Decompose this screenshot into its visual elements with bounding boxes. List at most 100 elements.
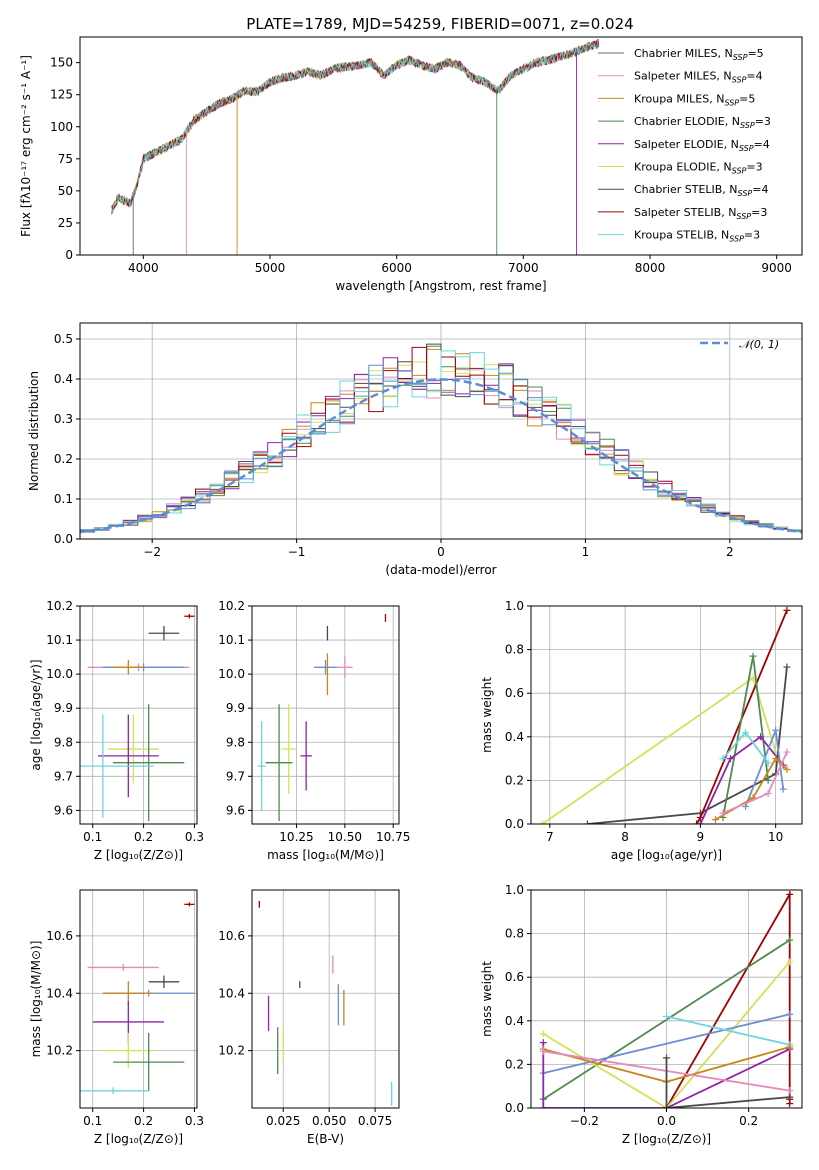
mass-weight-line-3 bbox=[543, 1013, 790, 1074]
error-bar-point bbox=[281, 704, 297, 794]
plus-marker bbox=[538, 820, 546, 824]
x-tick-label: 10.50 bbox=[328, 830, 362, 844]
plus-marker bbox=[663, 1054, 670, 1062]
y-tick-label: 10.1 bbox=[218, 633, 245, 647]
y-tick-label: 9.8 bbox=[54, 735, 73, 749]
plus-marker bbox=[786, 1043, 794, 1051]
y-tick-label: 0.4 bbox=[505, 1014, 524, 1028]
age_vs_mass-plot-area bbox=[257, 614, 387, 822]
legend-entry: Chabrier ELODIE, NSSP=3 bbox=[634, 115, 771, 130]
y-tick-label: 9.9 bbox=[54, 701, 73, 715]
y-tick-label: 9.6 bbox=[226, 803, 245, 817]
error-bar-point bbox=[184, 902, 195, 907]
y-tick-label: 100 bbox=[50, 120, 73, 134]
error-bar-point bbox=[337, 656, 353, 679]
spectrum-axes: 4000 5000 6000 7000 8000 9000 0 25 50 75 100 125 150… bbox=[19, 36, 803, 293]
y-axis-label: Normed distribution bbox=[27, 371, 41, 491]
spectrum-plot-area bbox=[111, 39, 600, 255]
x-tick-label: 0.0 bbox=[657, 1114, 676, 1128]
age_vs_Z-plot-area bbox=[80, 614, 195, 822]
age_vs_mass-frame bbox=[251, 605, 400, 825]
error-bar-point bbox=[107, 714, 159, 784]
error-bar-point bbox=[148, 975, 180, 989]
histogram-series-7 bbox=[80, 350, 802, 532]
x-tick-label: 0.3 bbox=[185, 1114, 204, 1128]
plus-marker bbox=[539, 1047, 547, 1055]
y-tick-label: 10.2 bbox=[46, 599, 73, 613]
x-tick-label: 7000 bbox=[508, 261, 539, 275]
error-bar-point bbox=[80, 1087, 149, 1095]
y-tick-label: 50 bbox=[58, 184, 73, 198]
x-tick-label: 10.25 bbox=[279, 830, 313, 844]
error-bar-point bbox=[97, 714, 159, 798]
spectrum-frame bbox=[79, 36, 803, 256]
error-bar-point bbox=[313, 660, 338, 675]
y-tick-label: 0.0 bbox=[505, 817, 524, 831]
x-tick-label: 0.075 bbox=[358, 1114, 392, 1128]
mass-weight-line-1 bbox=[587, 666, 788, 824]
plus-marker bbox=[696, 820, 704, 824]
age_vs_Z-frame bbox=[79, 605, 198, 825]
x-tick-label: 0.1 bbox=[83, 830, 102, 844]
residuals-legend: 𝒩(0, 1) bbox=[700, 338, 779, 351]
y-tick-label: 1.0 bbox=[505, 599, 524, 613]
error-bar-point bbox=[265, 704, 293, 822]
y-tick-label: 0.2 bbox=[505, 773, 524, 787]
y-tick-label: 10.0 bbox=[218, 667, 245, 681]
legend-entry: Chabrier STELIB, NSSP=4 bbox=[634, 183, 768, 198]
x-axis-label: wavelength [Angstrom, rest frame] bbox=[335, 279, 546, 293]
plus-marker bbox=[779, 785, 787, 793]
mass_weight_vs_age-frame bbox=[530, 605, 803, 825]
residuals-frame bbox=[79, 322, 803, 540]
legend-entry: Kroupa STELIB, NSSP=3 bbox=[634, 229, 760, 244]
figure-title: PLATE=1789, MJD=54259, FIBERID=0071, z=0… bbox=[246, 15, 633, 33]
y-tick-label: 0.8 bbox=[505, 927, 524, 941]
error-bar-point bbox=[113, 704, 185, 822]
x-tick-label: 0.2 bbox=[739, 1114, 758, 1128]
x-tick-label: 2 bbox=[726, 545, 734, 559]
y-tick-label: 10.6 bbox=[218, 929, 245, 943]
mass_weight_vs_Z-plot-area bbox=[539, 890, 794, 1108]
mass_weight_vs_age-plot-area bbox=[538, 606, 791, 824]
plus-marker bbox=[786, 1093, 794, 1101]
y-tick-label: 10.6 bbox=[46, 929, 73, 943]
plus-marker bbox=[663, 1012, 670, 1020]
residuals-axes: −2 −1 0 1 2 0.0 0.1 0.2 0.3 0.4 0.5 (data-model)/er… bbox=[27, 322, 803, 577]
error-bar-point bbox=[184, 614, 195, 619]
mass_vs_ebv-axes: 0.025 0.050 0.075 10.2 10.4 10.6 E(B-V) bbox=[218, 889, 400, 1146]
y-tick-label: 0.1 bbox=[54, 492, 73, 506]
plus-marker bbox=[539, 1039, 547, 1047]
y-axis-label: mass [log₁₀(M/M⊙)] bbox=[29, 941, 43, 1058]
plus-marker bbox=[742, 728, 750, 736]
mass-weight-line-4 bbox=[699, 735, 784, 824]
x-tick-label: 10.75 bbox=[376, 830, 410, 844]
x-axis-label: age [log₁₀(age/yr)] bbox=[611, 848, 722, 862]
x-tick-label: 0.1 bbox=[83, 1114, 102, 1128]
x-axis-label: E(B-V) bbox=[307, 1132, 344, 1146]
mass_weight_vs_age-axes: 7 8 9 10 0.0 0.2 0.4 0.6 0.8 1.0 age [log₁₀(age/yr… bbox=[480, 599, 803, 862]
y-tick-label: 10.4 bbox=[218, 986, 245, 1000]
mass_vs_ebv-frame bbox=[251, 889, 400, 1109]
plus-marker bbox=[749, 652, 757, 660]
plus-marker bbox=[726, 755, 734, 763]
y-tick-label: 0.0 bbox=[505, 1101, 524, 1115]
error-bar-point bbox=[102, 1032, 154, 1069]
spectrum-legend: Chabrier MILES, NSSP=5 Salpeter MILES, NS… bbox=[598, 47, 771, 244]
y-tick-label: 0.3 bbox=[54, 412, 73, 426]
plus-marker bbox=[663, 1104, 670, 1108]
plus-marker bbox=[539, 1030, 547, 1038]
y-tick-label: 0.5 bbox=[54, 332, 73, 346]
x-tick-label: 9000 bbox=[761, 261, 792, 275]
plus-marker bbox=[786, 936, 794, 944]
y-tick-label: 0.8 bbox=[505, 643, 524, 657]
x-tick-label: 6000 bbox=[381, 261, 412, 275]
gaussian-curve bbox=[80, 378, 802, 534]
y-tick-label: 0.6 bbox=[505, 970, 524, 984]
x-axis-label: mass [log₁₀(M/M⊙)] bbox=[267, 848, 384, 862]
plus-marker bbox=[539, 1104, 547, 1108]
residuals-plot-area bbox=[80, 343, 802, 534]
x-axis-label: Z [log₁₀(Z/Z⊙)] bbox=[94, 848, 183, 862]
y-tick-label: 0.2 bbox=[54, 452, 73, 466]
x-tick-label: 0.2 bbox=[134, 830, 153, 844]
